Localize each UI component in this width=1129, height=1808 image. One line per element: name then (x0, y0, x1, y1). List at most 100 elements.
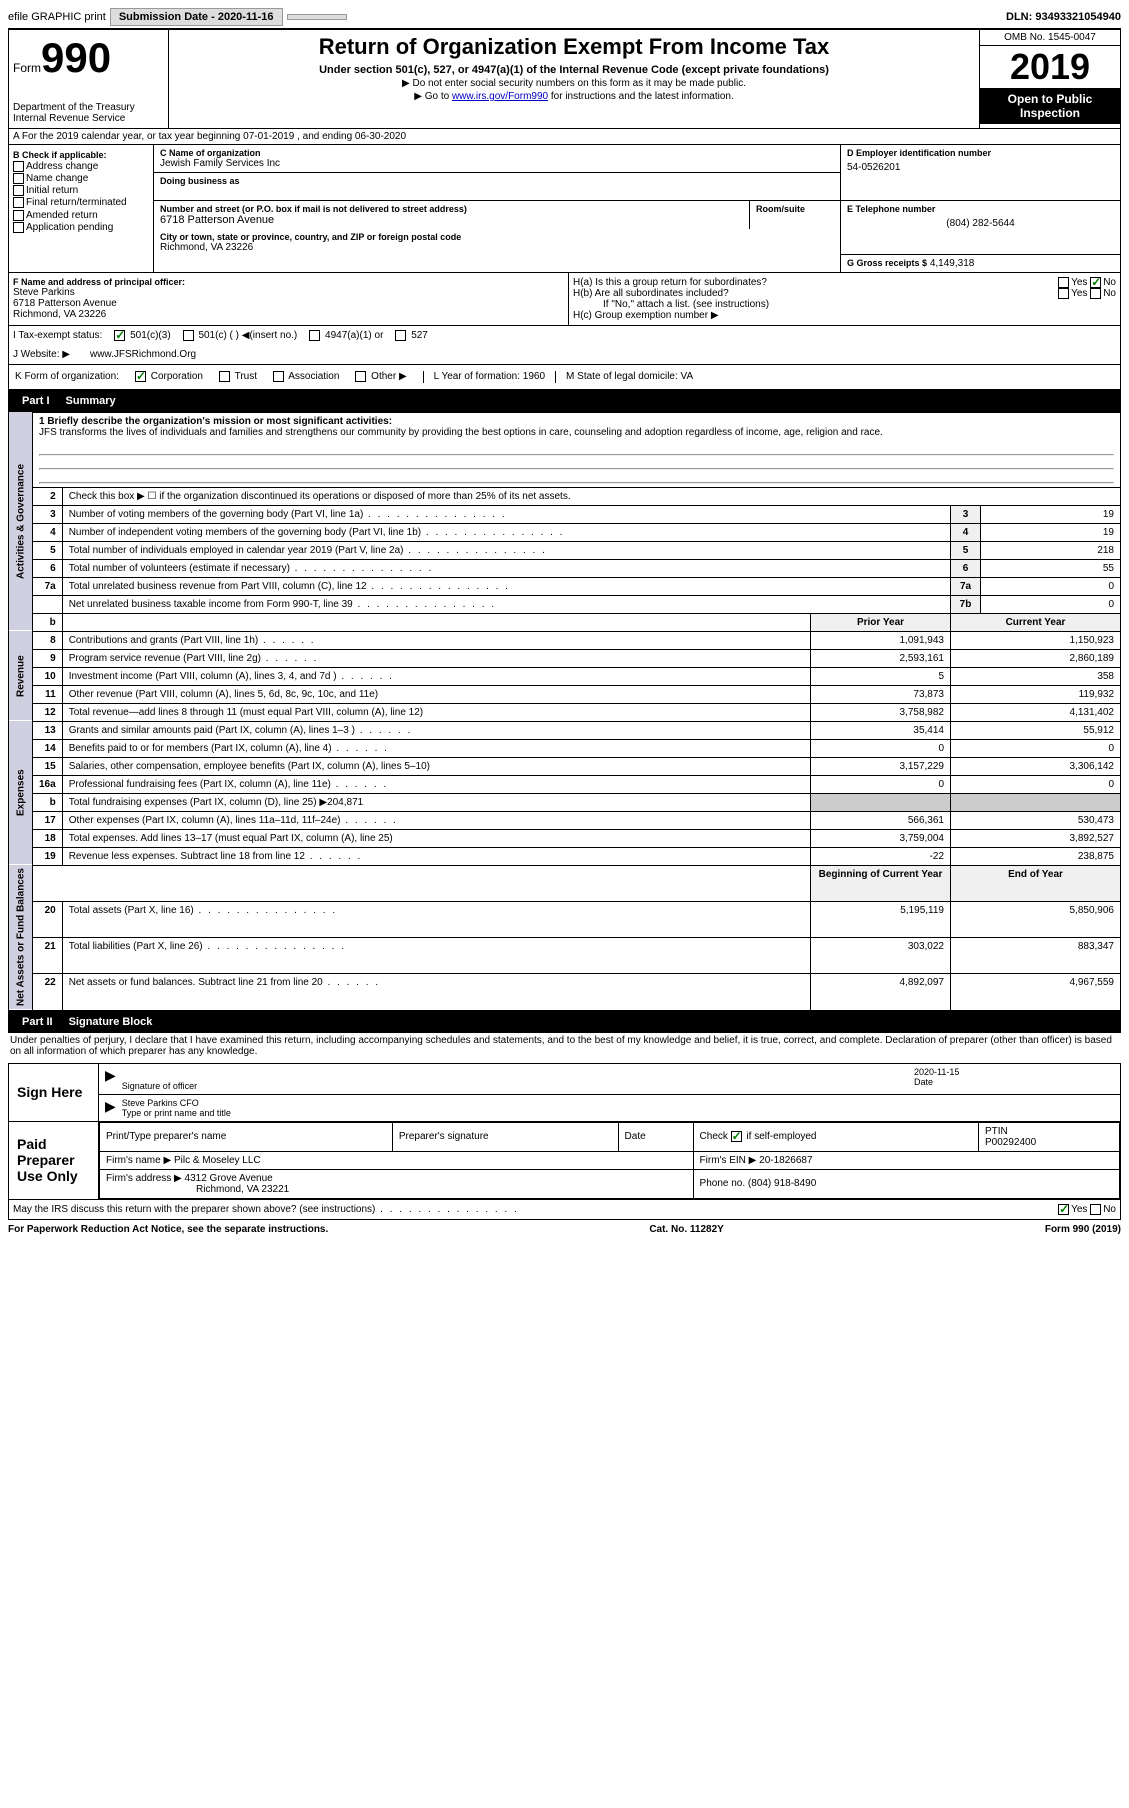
chk-4947[interactable] (309, 330, 320, 341)
line11: Other revenue (Part VIII, column (A), li… (62, 685, 810, 703)
ein-label: D Employer identification number (847, 148, 1114, 158)
chk-discuss-yes[interactable] (1058, 1204, 1069, 1215)
line9: Program service revenue (Part VIII, line… (62, 649, 810, 667)
line10: Investment income (Part VIII, column (A)… (62, 667, 810, 685)
dept-label: Department of the TreasuryInternal Reven… (13, 102, 164, 124)
chk-discuss-no[interactable] (1090, 1204, 1101, 1215)
row-website: J Website: ▶ www.JFSRichmond.Org (8, 345, 1121, 365)
paid-preparer-label: Paid Preparer Use Only (9, 1122, 99, 1199)
part2-label: Part II (16, 1014, 59, 1030)
chk-hb-yes[interactable] (1058, 288, 1069, 299)
chk-name-change[interactable] (13, 173, 24, 184)
officer-name: Steve Parkins (13, 287, 564, 298)
chk-address-change[interactable] (13, 161, 24, 172)
line19: Revenue less expenses. Subtract line 18 … (62, 847, 810, 865)
part2-title: Signature Block (69, 1016, 153, 1028)
officer-addr2: Richmond, VA 23226 (13, 309, 564, 320)
chk-trust[interactable] (219, 371, 230, 382)
chk-ha-no[interactable] (1090, 277, 1101, 288)
blank-button[interactable] (287, 14, 347, 20)
year-formation-label: L Year of formation: (434, 371, 520, 382)
chk-initial-return[interactable] (13, 185, 24, 196)
side-expenses: Expenses (9, 721, 33, 865)
phone-label: E Telephone number (847, 204, 1114, 214)
part2-header: Part II Signature Block (8, 1011, 1121, 1033)
line4: Number of independent voting members of … (62, 523, 950, 541)
footer: For Paperwork Reduction Act Notice, see … (8, 1220, 1121, 1239)
form-header: Form990 Department of the TreasuryIntern… (8, 29, 1121, 129)
form-subtitle: Under section 501(c), 527, or 4947(a)(1)… (173, 64, 975, 76)
line7b: Net unrelated business taxable income fr… (62, 595, 950, 613)
ein-value: 54-0526201 (847, 162, 1114, 173)
note-ssn: ▶ Do not enter social security numbers o… (173, 78, 975, 89)
line17: Other expenses (Part IX, column (A), lin… (62, 811, 810, 829)
gross-receipts-label: G Gross receipts $ (847, 258, 927, 268)
chk-501c3[interactable] (114, 330, 125, 341)
hdr-prior: Prior Year (811, 613, 951, 631)
section-a: A For the 2019 calendar year, or tax yea… (8, 129, 1121, 145)
preparer-table: Print/Type preparer's name Preparer's si… (99, 1122, 1120, 1199)
line14: Benefits paid to or for members (Part IX… (62, 739, 810, 757)
discuss-row: May the IRS discuss this return with the… (8, 1200, 1121, 1220)
chk-527[interactable] (395, 330, 406, 341)
chk-hb-no[interactable] (1090, 288, 1101, 299)
note-link: ▶ Go to www.irs.gov/Form990 for instruct… (173, 91, 975, 102)
sign-here-label: Sign Here (9, 1064, 99, 1121)
org-name: Jewish Family Services Inc (160, 158, 834, 169)
chk-final-return[interactable] (13, 197, 24, 208)
val7a: 0 (981, 577, 1121, 595)
part1-title: Summary (66, 395, 116, 407)
line15: Salaries, other compensation, employee b… (62, 757, 810, 775)
form-org-label: K Form of organization: (15, 371, 119, 382)
form-title: Return of Organization Exempt From Incom… (173, 34, 975, 60)
chk-ha-yes[interactable] (1058, 277, 1069, 288)
summary-table: Activities & Governance 1 Briefly descri… (8, 412, 1121, 1011)
street-address: 6718 Patterson Avenue (160, 214, 743, 226)
website-label: J Website: ▶ (13, 349, 70, 360)
val7b: 0 (981, 595, 1121, 613)
ha-label: H(a) Is this a group return for subordin… (573, 277, 1058, 288)
dba-label: Doing business as (160, 176, 834, 186)
chk-assoc[interactable] (273, 371, 284, 382)
discuss-label: May the IRS discuss this return with the… (13, 1204, 519, 1215)
hdr-current: Current Year (951, 613, 1121, 631)
entity-block: B Check if applicable: Address change Na… (8, 145, 1121, 273)
year-formation: 1960 (523, 371, 545, 382)
row-k: K Form of organization: Corporation Trus… (8, 365, 1121, 389)
line8: Contributions and grants (Part VIII, lin… (62, 631, 810, 649)
tax-status-label: I Tax-exempt status: (13, 330, 102, 341)
mission-text: JFS transforms the lives of individuals … (39, 427, 1114, 438)
city-label: City or town, state or province, country… (160, 232, 834, 242)
tax-year: 2019 (980, 46, 1120, 88)
side-netassets: Net Assets or Fund Balances (9, 865, 33, 1010)
irs-link[interactable]: www.irs.gov/Form990 (452, 91, 548, 102)
val3: 19 (981, 505, 1121, 523)
line13: Grants and similar amounts paid (Part IX… (62, 721, 810, 739)
website-value: www.JFSRichmond.Org (90, 349, 196, 360)
chk-other[interactable] (355, 371, 366, 382)
line12: Total revenue—add lines 8 through 11 (mu… (62, 703, 810, 721)
side-activities: Activities & Governance (9, 412, 33, 631)
city-state-zip: Richmond, VA 23226 (160, 242, 834, 253)
topbar: efile GRAPHIC print Submission Date - 20… (8, 8, 1121, 29)
hb-note: If "No," attach a list. (see instruction… (573, 299, 1116, 310)
chk-self-emp[interactable] (731, 1131, 742, 1142)
efile-label: efile GRAPHIC print (8, 11, 106, 23)
state-domicile: VA (681, 371, 694, 382)
submission-date-button[interactable]: Submission Date - 2020-11-16 (110, 8, 283, 26)
open-public-badge: Open to Public Inspection (980, 88, 1120, 124)
chk-501c[interactable] (183, 330, 194, 341)
officer-addr1: 6718 Patterson Avenue (13, 298, 564, 309)
state-domicile-label: M State of legal domicile: (566, 371, 678, 382)
line20: Total assets (Part X, line 16) (62, 901, 810, 937)
chk-pending[interactable] (13, 222, 24, 233)
chk-corp[interactable] (135, 371, 146, 382)
line6: Total number of volunteers (estimate if … (62, 559, 950, 577)
dln-label: DLN: 93493321054940 (1006, 11, 1121, 23)
line5: Total number of individuals employed in … (62, 541, 950, 559)
line16b: Total fundraising expenses (Part IX, col… (62, 793, 810, 811)
gross-receipts-value: 4,149,318 (930, 258, 975, 269)
chk-amended[interactable] (13, 210, 24, 221)
signature-block: Sign Here ▶ Signature of officer 2020-11… (8, 1063, 1121, 1200)
phone-value: (804) 282-5644 (847, 218, 1114, 229)
